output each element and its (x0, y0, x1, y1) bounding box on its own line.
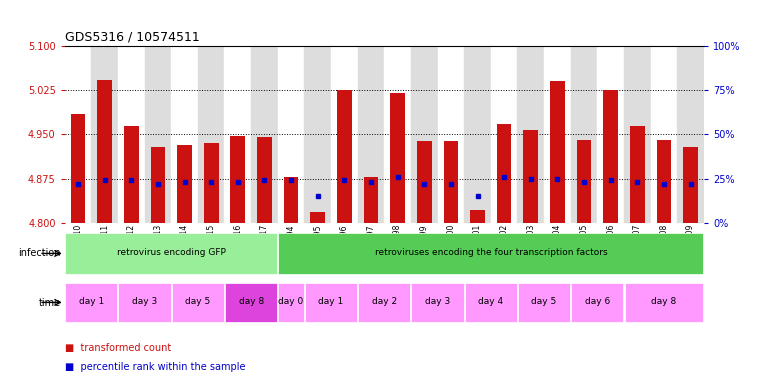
Bar (524, 130, 538, 223)
Bar (497, 124, 511, 223)
Bar (491, 46, 517, 223)
Bar (444, 141, 458, 223)
Bar (71, 114, 85, 223)
Text: day 8: day 8 (651, 297, 677, 306)
Text: day 4: day 4 (478, 297, 504, 306)
Bar (225, 283, 277, 322)
Text: ■  transformed count: ■ transformed count (65, 343, 171, 353)
Bar (544, 46, 571, 223)
Bar (331, 46, 358, 223)
Bar (257, 137, 272, 223)
Text: time: time (39, 298, 61, 308)
Bar (65, 283, 117, 322)
Bar (145, 46, 171, 223)
Text: day 8: day 8 (238, 297, 264, 306)
Bar (204, 143, 218, 223)
Bar (572, 283, 623, 322)
Bar (97, 79, 112, 223)
Text: day 0: day 0 (279, 297, 304, 306)
Bar (470, 210, 485, 223)
Bar (65, 233, 277, 274)
Text: ■  percentile rank within the sample: ■ percentile rank within the sample (65, 362, 245, 372)
Bar (251, 46, 278, 223)
Bar (411, 46, 438, 223)
Bar (657, 140, 671, 223)
Bar (177, 145, 192, 223)
Bar (119, 283, 170, 322)
Bar (364, 177, 378, 223)
Text: day 1: day 1 (78, 297, 104, 306)
Bar (630, 126, 645, 223)
Bar (651, 46, 677, 223)
Bar (390, 93, 405, 223)
Text: day 6: day 6 (584, 297, 610, 306)
Bar (518, 283, 570, 322)
Bar (124, 126, 139, 223)
Bar (171, 46, 198, 223)
Bar (151, 147, 165, 223)
Bar (625, 283, 703, 322)
Bar (337, 89, 352, 223)
Bar (284, 177, 298, 223)
Bar (465, 283, 517, 322)
Bar (550, 81, 565, 223)
Bar (279, 283, 304, 322)
Bar (172, 283, 224, 322)
Bar (577, 140, 591, 223)
Bar (683, 147, 698, 223)
Bar (310, 212, 325, 223)
Bar (118, 46, 145, 223)
Bar (65, 46, 91, 223)
Bar (384, 46, 411, 223)
Text: day 2: day 2 (371, 297, 397, 306)
Bar (438, 46, 464, 223)
Bar (224, 46, 251, 223)
Bar (278, 46, 304, 223)
Text: infection: infection (18, 248, 61, 258)
Bar (358, 46, 384, 223)
Bar (304, 46, 331, 223)
Bar (231, 136, 245, 223)
Bar (464, 46, 491, 223)
Bar (91, 46, 118, 223)
Bar (624, 46, 651, 223)
Bar (358, 283, 410, 322)
Bar (603, 89, 618, 223)
Bar (412, 283, 463, 322)
Text: day 5: day 5 (531, 297, 557, 306)
Bar (517, 46, 544, 223)
Bar (597, 46, 624, 223)
Text: retrovirus encoding GFP: retrovirus encoding GFP (116, 248, 226, 257)
Bar (198, 46, 224, 223)
Bar (417, 141, 431, 223)
Text: GDS5316 / 10574511: GDS5316 / 10574511 (65, 30, 199, 43)
Bar (305, 283, 357, 322)
Text: day 3: day 3 (425, 297, 451, 306)
Text: day 3: day 3 (132, 297, 158, 306)
Bar (677, 46, 704, 223)
Text: day 5: day 5 (185, 297, 211, 306)
Text: day 1: day 1 (318, 297, 344, 306)
Bar (279, 233, 703, 274)
Text: retroviruses encoding the four transcription factors: retroviruses encoding the four transcrip… (374, 248, 607, 257)
Bar (571, 46, 597, 223)
